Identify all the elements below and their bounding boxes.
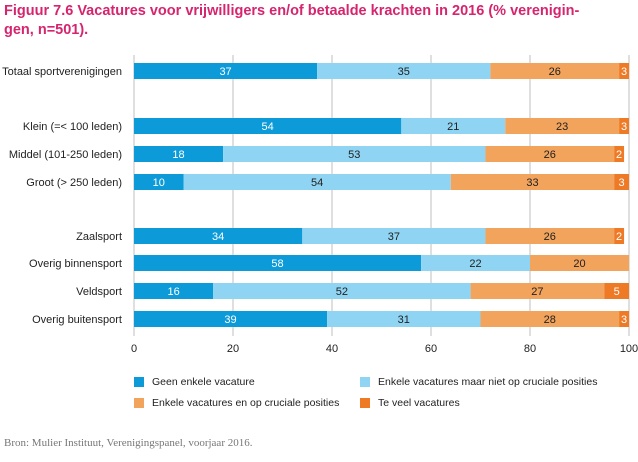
- bar-value-label-r6-s3: 5: [614, 286, 620, 298]
- category-label-6: Veldsport: [76, 286, 122, 298]
- bar-value-label-r6-s2: 27: [531, 286, 543, 298]
- bar-value-label-r5-s1: 22: [469, 258, 481, 270]
- x-tick-label-80: 80: [524, 343, 536, 355]
- bar-value-label-r1-s2: 23: [556, 121, 568, 133]
- bar-value-label-r2-s2: 26: [544, 149, 556, 161]
- bar-segment-r6-s3: [604, 283, 629, 299]
- bar-value-label-r0-s1: 35: [398, 66, 410, 78]
- bar-value-label-r0-s0: 37: [219, 66, 231, 78]
- bar-segment-r0-s1: [317, 63, 491, 79]
- category-label-4: Zaalsport: [76, 231, 122, 243]
- bar-segment-r6-s1: [213, 283, 471, 299]
- bar-segment-r5-s2: [530, 255, 629, 271]
- bar-value-label-r4-s2: 26: [544, 231, 556, 243]
- bar-value-label-r3-s1: 54: [311, 177, 323, 189]
- bar-segment-r4-s0: [134, 228, 303, 244]
- bar-segment-r7-s3: [619, 311, 629, 327]
- category-label-3: Groot (> 250 leden): [26, 177, 122, 189]
- bar-segment-r2-s1: [223, 146, 486, 162]
- bar-segment-r1-s2: [505, 118, 620, 134]
- bar-segment-r5-s0: [134, 255, 422, 271]
- bar-value-label-r0-s3: 3: [621, 66, 627, 78]
- x-tick-label-40: 40: [326, 343, 338, 355]
- bar-segment-r3-s3: [614, 174, 629, 190]
- bar-value-label-r3-s3: 3: [619, 177, 625, 189]
- bar-segment-r3-s0: [134, 174, 184, 190]
- bar-value-label-r4-s1: 37: [388, 231, 400, 243]
- bar-segment-r2-s3: [614, 146, 625, 162]
- bar-value-label-r3-s2: 33: [526, 177, 538, 189]
- bar-value-label-r2-s1: 53: [348, 149, 360, 161]
- bar-segment-r3-s2: [450, 174, 615, 190]
- category-label-0: Totaal sportverenigingen: [2, 66, 122, 78]
- bar-segment-r5-s1: [421, 255, 530, 271]
- x-tick-label-20: 20: [227, 343, 239, 355]
- category-label-1: Klein (=< 100 leden): [23, 121, 122, 133]
- chart-title-line-1: Figuur 7.6 Vacatures voor vrijwilligers …: [4, 3, 580, 19]
- bar-segment-r7-s1: [327, 311, 481, 327]
- bar-value-label-r0-s2: 26: [549, 66, 561, 78]
- bar-segment-r1-s3: [619, 118, 629, 134]
- bar-value-label-r3-s0: 10: [153, 177, 165, 189]
- bar-segment-r4-s1: [302, 228, 486, 244]
- bar-segment-r2-s0: [134, 146, 224, 162]
- bar-segment-r6-s0: [134, 283, 214, 299]
- bar-value-label-r5-s0: 58: [271, 258, 283, 270]
- bar-value-label-r7-s2: 28: [544, 314, 556, 326]
- bar-segment-r7-s0: [134, 311, 328, 327]
- x-tick-label-0: 0: [131, 343, 137, 355]
- category-label-7: Overig buitensport: [32, 314, 122, 326]
- bar-segment-r4-s3: [614, 228, 625, 244]
- bar-segment-r1-s0: [134, 118, 402, 134]
- bar-value-label-r4-s3: 2: [616, 231, 622, 243]
- bar-value-label-r6-s1: 52: [336, 286, 348, 298]
- source-note: Bron: Mulier Instituut, Verenigingspanel…: [4, 437, 253, 449]
- bar-value-label-r7-s1: 31: [398, 314, 410, 326]
- chart-title-line-2: gen, n=501).: [4, 22, 89, 38]
- bar-segment-r3-s1: [183, 174, 451, 190]
- bar-segment-r1-s1: [401, 118, 506, 134]
- bar-value-label-r1-s0: 54: [262, 121, 274, 133]
- bar-value-label-r4-s0: 34: [212, 231, 224, 243]
- bar-value-label-r5-s2: 20: [573, 258, 585, 270]
- x-tick-label-60: 60: [425, 343, 437, 355]
- bar-segment-r4-s2: [485, 228, 615, 244]
- bar-value-label-r7-s0: 39: [224, 314, 236, 326]
- bar-value-label-r6-s0: 16: [167, 286, 179, 298]
- category-label-2: Middel (101-250 leden): [9, 149, 122, 161]
- bar-value-label-r7-s3: 3: [621, 314, 627, 326]
- bar-segment-r6-s2: [470, 283, 605, 299]
- bar-value-label-r1-s1: 21: [447, 121, 459, 133]
- bar-segment-r2-s2: [485, 146, 615, 162]
- bar-segment-r0-s2: [490, 63, 620, 79]
- category-label-5: Overig binnensport: [29, 258, 122, 270]
- bar-value-label-r2-s0: 18: [172, 149, 184, 161]
- bar-segment-r0-s0: [134, 63, 318, 79]
- x-tick-label-100: 100: [620, 343, 638, 355]
- chart-title: Figuur 7.6 Vacatures voor vrijwilligers …: [4, 2, 634, 40]
- bar-segment-r7-s2: [480, 311, 620, 327]
- bar-value-label-r1-s3: 3: [621, 121, 627, 133]
- bar-segment-r0-s3: [619, 63, 629, 79]
- bar-value-label-r2-s3: 2: [616, 149, 622, 161]
